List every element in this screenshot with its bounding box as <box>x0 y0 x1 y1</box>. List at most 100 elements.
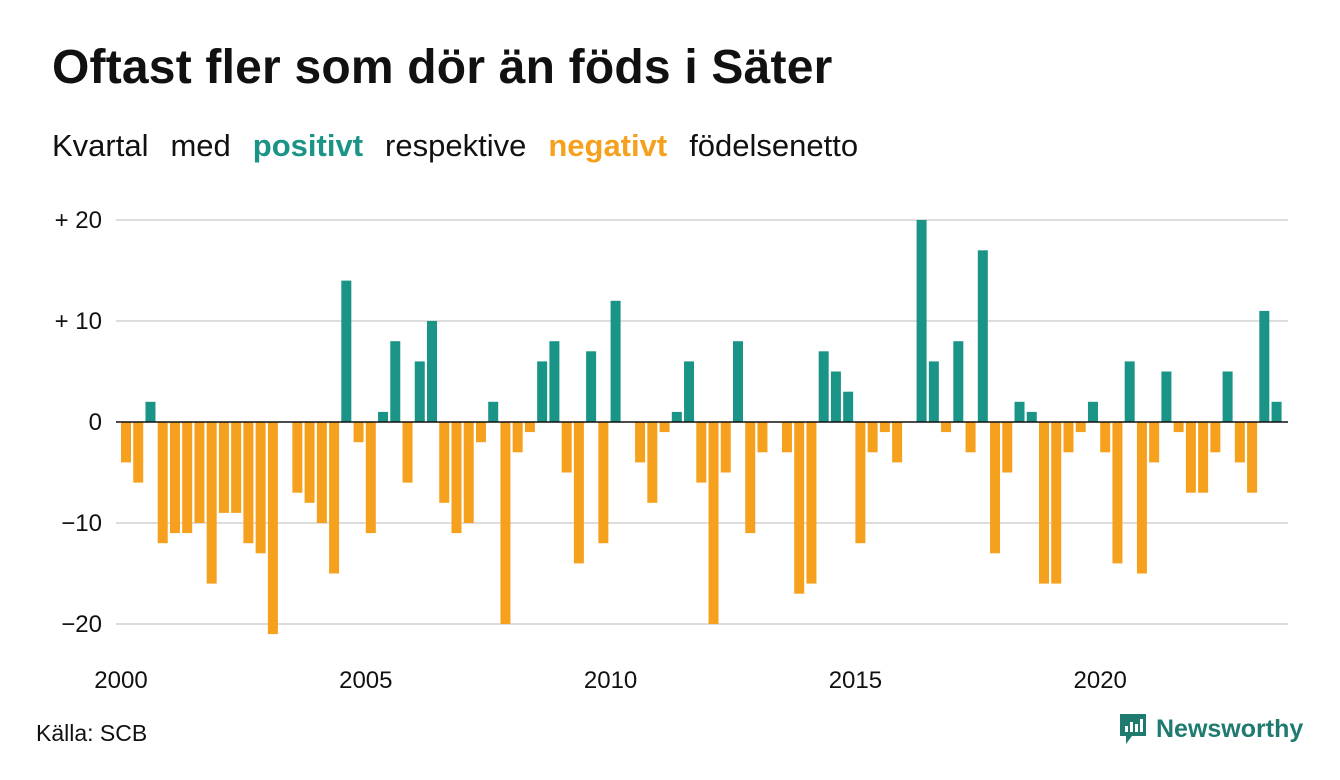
bar <box>879 422 890 433</box>
bar <box>255 422 266 554</box>
bar-chart: + 20 + 10 0 −10 −20 2000 2005 2010 2015 2020 <box>55 207 1288 694</box>
bar <box>1149 422 1160 463</box>
bar <box>488 401 499 422</box>
bar <box>647 422 658 503</box>
bar <box>1136 422 1147 574</box>
bar <box>953 341 964 422</box>
bar <box>341 280 352 422</box>
bar <box>1075 422 1086 433</box>
bar <box>733 341 743 422</box>
bar <box>1100 422 1111 453</box>
labels-layer: + 20 + 10 0 −10 −20 2000 2005 2010 2015 2020 <box>55 207 1127 694</box>
bar <box>941 422 952 433</box>
x-tick-label: 2015 <box>829 667 882 694</box>
bar <box>329 422 340 574</box>
bar <box>745 422 756 534</box>
subtitle-word-respektive: respektive <box>385 128 527 163</box>
bar <box>598 422 609 544</box>
bar <box>830 371 841 422</box>
bar <box>671 411 682 422</box>
brand-logo: Newsworthy <box>1118 712 1303 746</box>
bar <box>1026 411 1037 422</box>
y-tick-label: + 20 <box>55 207 102 234</box>
bar <box>267 422 278 635</box>
bar <box>806 422 817 584</box>
subtitle-negative-label: negativt <box>548 128 668 163</box>
bar <box>414 361 425 422</box>
bar <box>451 422 462 534</box>
bar <box>316 422 327 523</box>
chart-title: Oftast fler som dör än föds i Säter <box>52 41 833 94</box>
bar <box>145 401 156 422</box>
bars-layer <box>121 220 1282 635</box>
bar <box>194 422 205 523</box>
bar <box>696 422 707 483</box>
source-label: Källa: SCB <box>36 720 148 746</box>
bar <box>537 361 548 422</box>
bar <box>1063 422 1074 453</box>
bar <box>365 422 376 534</box>
bar <box>1259 310 1270 422</box>
bar <box>402 422 413 483</box>
grid-layer <box>116 219 1288 625</box>
bar <box>1234 422 1245 463</box>
x-tick-label: 2000 <box>94 667 147 694</box>
bar <box>757 422 768 453</box>
bar <box>1185 422 1196 493</box>
bar <box>1087 401 1098 422</box>
bar <box>157 422 168 544</box>
bar <box>1198 422 1209 493</box>
subtitle-positive-label: positivt <box>252 128 364 163</box>
bar <box>586 351 597 422</box>
bar <box>916 220 927 422</box>
bar <box>818 351 829 422</box>
y-tick-label: −10 <box>61 510 102 537</box>
bar <box>1173 422 1184 433</box>
bar <box>1002 422 1013 473</box>
bar <box>133 422 144 483</box>
bar <box>610 300 621 422</box>
bar <box>573 422 584 564</box>
bar <box>169 422 180 534</box>
bar <box>990 422 1001 554</box>
bar <box>231 422 242 513</box>
bar <box>353 422 364 443</box>
chart-subtitle: Kvartal med positivt respektive negativt föde… <box>52 128 880 164</box>
bar <box>1210 422 1221 453</box>
bar <box>1051 422 1062 584</box>
bar <box>1247 422 1258 493</box>
bar <box>427 321 437 422</box>
bar <box>524 422 535 433</box>
bar <box>781 422 792 453</box>
bar <box>549 341 560 422</box>
bar <box>892 422 903 463</box>
bar <box>439 422 450 503</box>
bar <box>1124 361 1135 422</box>
bar <box>965 422 976 453</box>
bar <box>500 422 511 624</box>
bar <box>708 422 719 624</box>
bar <box>512 422 523 453</box>
brand-name: Newsworthy <box>1156 714 1304 743</box>
bar <box>390 341 401 422</box>
bar <box>794 422 805 594</box>
bar <box>121 422 131 463</box>
bar <box>218 422 229 513</box>
bar <box>1039 422 1049 584</box>
bar <box>1271 401 1282 422</box>
y-tick-label: 0 <box>89 409 102 436</box>
subtitle-word-kvartal: Kvartal <box>52 128 149 163</box>
y-tick-label: + 10 <box>55 308 102 335</box>
bar <box>659 422 670 433</box>
bar <box>1112 422 1123 564</box>
x-tick-label: 2020 <box>1074 667 1127 694</box>
bar <box>1222 371 1233 422</box>
bar <box>843 391 854 422</box>
subtitle-word-fodelsenetto: födelsenetto <box>689 128 859 163</box>
bar <box>1014 401 1025 422</box>
y-tick-label: −20 <box>61 611 102 638</box>
bar <box>475 422 486 443</box>
bar <box>1161 371 1172 422</box>
bar <box>561 422 572 473</box>
bar <box>206 422 217 584</box>
